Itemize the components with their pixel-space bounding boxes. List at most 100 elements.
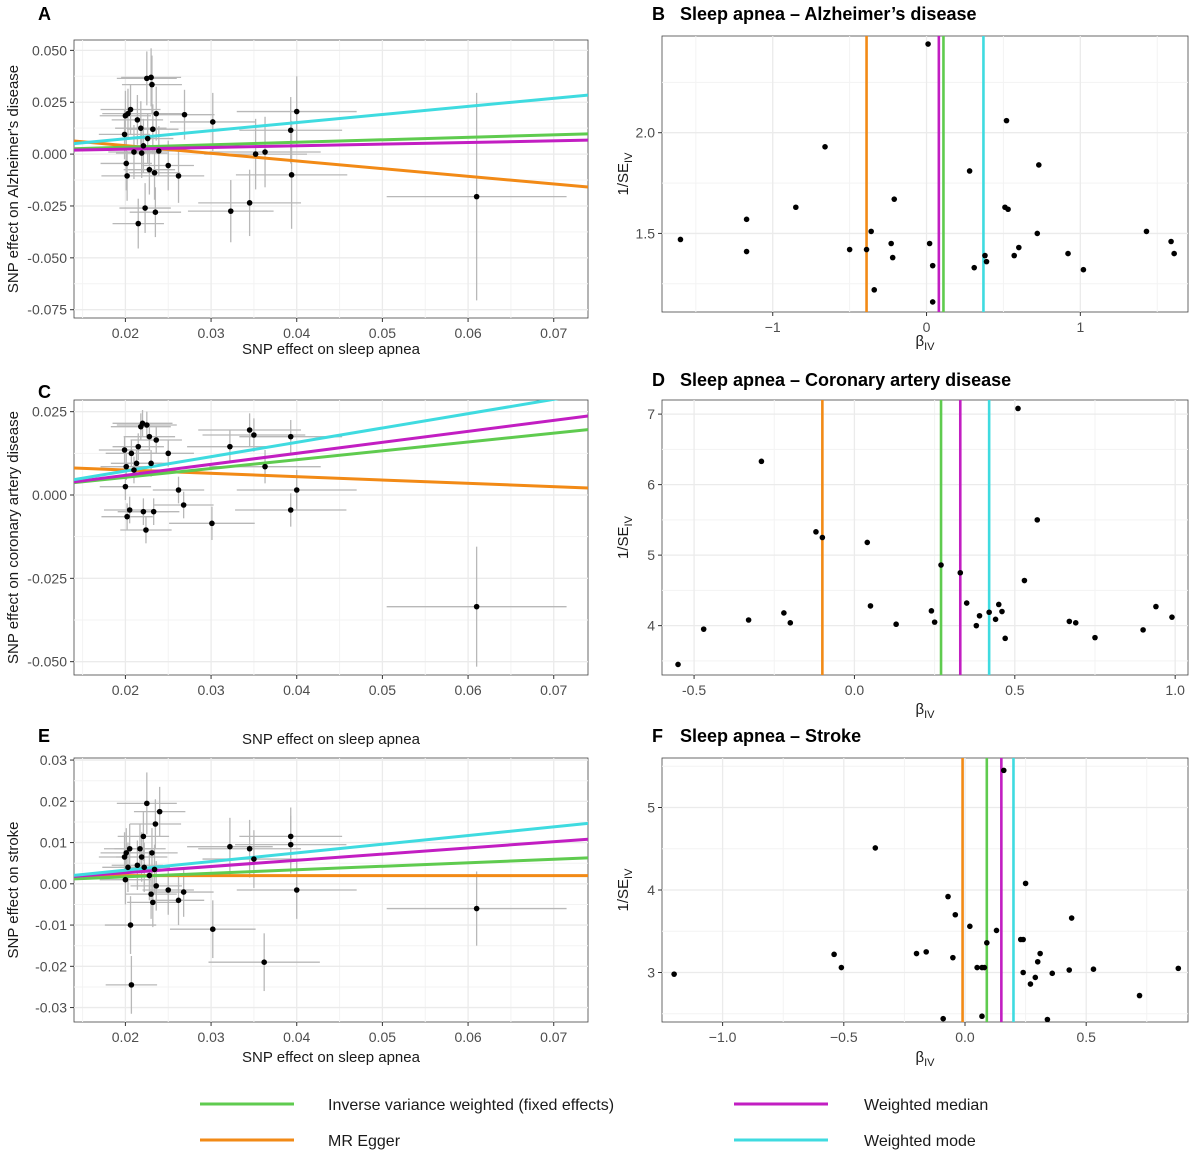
x-tick-label: 0.05 (369, 325, 396, 341)
panel-e: 0.02 0.03 0.04 0.05 0.06 0.07 -0.03 -0.02 -0.01 0… (5, 726, 589, 1066)
data-point (971, 264, 978, 271)
data-point (966, 168, 973, 174)
y-tick-label: 0.01 (40, 835, 67, 851)
data-point (209, 926, 216, 932)
panel-letter: E (38, 726, 50, 746)
y-axis-label-sub: IV (623, 515, 635, 526)
data-point (252, 151, 259, 157)
data-point (152, 209, 159, 215)
data-point (981, 964, 988, 971)
x-tick-label: 0.03 (197, 325, 224, 341)
x-tick-label: 0.5 (1005, 682, 1025, 698)
data-point (864, 539, 871, 546)
data-point (986, 609, 992, 616)
plot-content (677, 36, 1177, 312)
legend-label-egger: MR Egger (328, 1133, 401, 1150)
data-point (1011, 252, 1018, 259)
data-point (889, 254, 896, 261)
y-tick-label: 7 (647, 406, 655, 422)
data-point (148, 74, 154, 81)
data-point (165, 162, 172, 169)
data-point (153, 437, 160, 443)
data-point (1169, 614, 1175, 620)
x-axis-label-sub: IV (924, 341, 935, 353)
data-point (846, 246, 853, 253)
grid (74, 758, 588, 1022)
data-point (872, 845, 879, 851)
data-point (144, 135, 151, 142)
data-point (144, 800, 150, 807)
data-point (293, 487, 300, 493)
data-point (209, 520, 215, 527)
y-tick-label: -0.050 (27, 250, 67, 266)
data-point (1143, 228, 1150, 235)
data-point (181, 111, 188, 118)
y-tick-label: -0.050 (27, 654, 67, 670)
y-axis-label: 1/SEIV (615, 515, 635, 559)
y-axis-label-sub: IV (623, 868, 635, 879)
data-point (979, 1013, 985, 1020)
data-point (288, 172, 295, 178)
y-tick-label: 0.025 (32, 94, 67, 110)
data-point (142, 205, 148, 211)
y-tick-label: 6 (647, 477, 655, 493)
x-tick-label: -0.5 (682, 682, 706, 698)
data-point (165, 450, 172, 457)
data-point (293, 108, 300, 115)
x-tick-label: 0.5 (1076, 1029, 1096, 1045)
data-point (1066, 967, 1073, 973)
data-point (246, 427, 253, 433)
estimate-line-mode (74, 93, 588, 146)
data-point (863, 246, 870, 253)
data-point (126, 845, 133, 852)
x-tick-label: 1 (1076, 319, 1084, 335)
data-point (973, 622, 980, 629)
grid (662, 400, 1188, 675)
data-point (963, 600, 970, 606)
y-tick-label: -0.025 (27, 570, 67, 586)
y-axis-label: 1/SEIV (615, 868, 635, 912)
data-point (139, 420, 146, 427)
x-tick-label: −1 (765, 319, 781, 335)
data-point (976, 612, 983, 619)
data-point (819, 534, 826, 541)
panel-letter: C (38, 382, 51, 402)
x-axis-label: SNP effect on sleep apnea (242, 1049, 421, 1066)
data-point (121, 131, 128, 138)
data-point (123, 463, 130, 470)
data-point (227, 443, 233, 450)
data-point (251, 856, 257, 862)
x-tick-label: 0.02 (112, 325, 139, 341)
panel-a: 0.02 0.03 0.04 0.05 0.06 0.07 -0.075 -0.050 -0.0… (5, 4, 589, 358)
data-point (1020, 936, 1026, 943)
data-point (287, 127, 294, 134)
x-axis-label-main: β (915, 701, 924, 718)
data-point (700, 626, 707, 632)
data-point (140, 833, 147, 840)
plot-content (74, 400, 588, 667)
x-tick-label: 0.07 (540, 325, 567, 341)
panel-title: Sleep apnea – Stroke (680, 726, 861, 746)
data-point (246, 845, 253, 852)
data-point (144, 75, 150, 82)
x-tick-label: −1.0 (709, 1029, 737, 1045)
estimate-line-median (74, 414, 588, 484)
data-point (1002, 635, 1008, 642)
data-point (287, 433, 294, 440)
data-point (146, 872, 153, 879)
data-point (251, 432, 257, 438)
panel-letter: B (652, 4, 665, 24)
x-axis-label: βIV (915, 333, 935, 353)
data-point (246, 200, 253, 206)
data-point (148, 460, 154, 467)
data-point (781, 610, 787, 616)
y-tick-label: 0.02 (40, 793, 67, 809)
data-point (1065, 250, 1071, 257)
data-point (126, 507, 133, 513)
data-point (1003, 117, 1010, 124)
data-point (868, 228, 874, 235)
